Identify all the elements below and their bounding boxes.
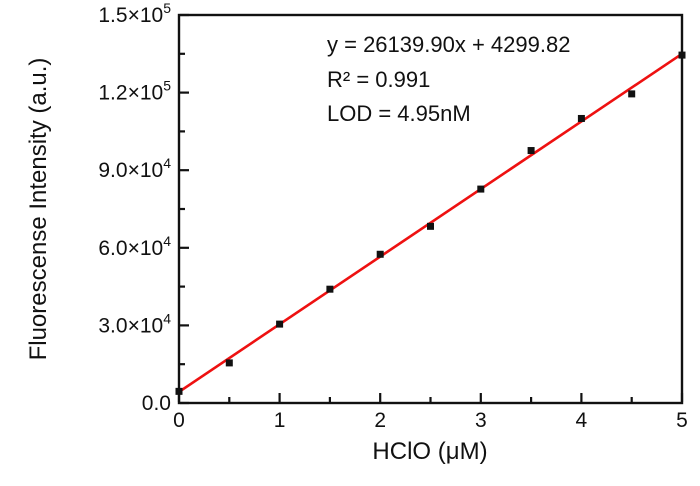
data-point <box>326 285 334 293</box>
data-point <box>678 51 686 59</box>
x-tick-label: 1 <box>274 409 286 432</box>
x-axis-title: HClO (μM) <box>372 438 487 465</box>
x-tick-label: 0 <box>173 409 185 432</box>
r-squared-label: R² = 0.991 <box>327 67 430 92</box>
x-tick-label: 5 <box>676 409 688 432</box>
y-tick-label: 9.0×104 <box>98 155 171 182</box>
plot-frame <box>177 13 684 405</box>
y-axis-title: Fluorescense Intensity (a.u.) <box>25 58 52 361</box>
y-tick-label: 1.5×105 <box>98 0 171 27</box>
lod-label: LOD = 4.95nM <box>327 101 471 126</box>
data-point <box>577 114 585 122</box>
data-point <box>477 185 485 193</box>
x-tick-label: 3 <box>475 409 487 432</box>
data-point <box>527 147 535 155</box>
x-tick-label: 4 <box>576 409 588 432</box>
y-tick-label: 6.0×104 <box>98 233 171 260</box>
data-point <box>225 359 233 367</box>
data-point <box>628 90 636 98</box>
plot-layer: 0 1 2 3 4 5 0.0 3.0×104 6.0×104 9.0×104 1.2×105 1.5… <box>98 0 687 432</box>
data-point <box>427 222 434 230</box>
y-tick-label: 1.2×105 <box>98 78 171 105</box>
y-tick-label: 3.0×104 <box>98 310 171 337</box>
data-point <box>276 320 284 328</box>
x-tick-label: 2 <box>374 409 386 432</box>
data-point <box>376 250 384 258</box>
y-tick-label: 0.0 <box>142 392 171 415</box>
data-point <box>175 387 183 395</box>
fit-equation-label: y = 26139.90x + 4299.82 <box>327 32 570 57</box>
